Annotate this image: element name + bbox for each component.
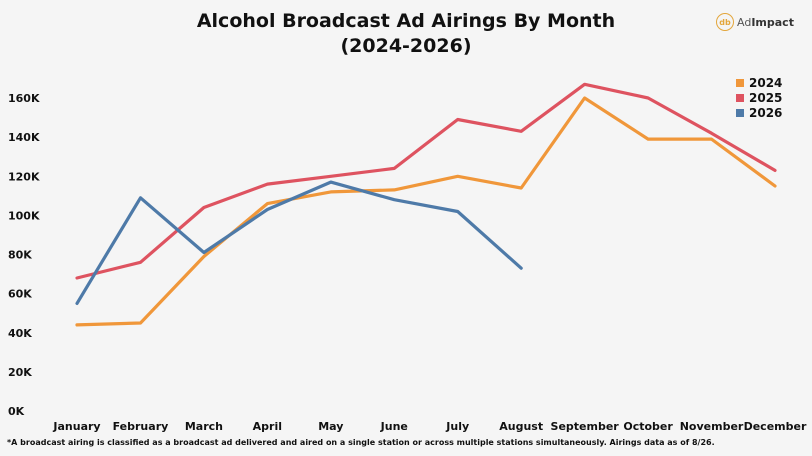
legend-swatch-2026	[736, 109, 744, 117]
y-tick-label: 40K	[8, 327, 32, 340]
adimpact-logo: db AdImpact	[716, 12, 794, 32]
x-tick-label: August	[499, 420, 543, 433]
x-tick-label: February	[113, 420, 169, 433]
chart-title-line1: Alcohol Broadcast Ad Airings By Month	[196, 10, 616, 32]
x-tick-label: June	[380, 420, 408, 433]
legend-label-2025: 2025	[749, 91, 782, 105]
logo-text-suffix: Impact	[751, 15, 794, 29]
x-tick-label: March	[185, 420, 223, 433]
y-tick-label: 140K	[8, 131, 40, 144]
logo-text: AdImpact	[737, 16, 794, 29]
x-tick-label: July	[445, 420, 469, 433]
x-tick-label: April	[253, 420, 282, 433]
y-tick-label: 0K	[8, 405, 25, 418]
chart-title-line2: (2024-2026)	[340, 35, 472, 57]
logo-mark-icon: db	[716, 13, 734, 31]
legend-swatch-2024	[736, 79, 744, 87]
logo-text-prefix: Ad	[737, 15, 752, 29]
y-tick-label: 100K	[8, 209, 40, 222]
y-tick-label: 120K	[8, 170, 40, 183]
x-tick-label: December	[744, 420, 807, 433]
legend-label-2024: 2024	[749, 76, 782, 90]
series-line-2026	[75, 180, 523, 305]
y-tick-label: 20K	[8, 366, 32, 379]
y-tick-label: 60K	[8, 288, 32, 301]
legend-label-2026: 2026	[749, 106, 782, 120]
x-tick-label: October	[623, 420, 673, 433]
x-tick-label: January	[52, 420, 100, 433]
x-tick-label: November	[680, 420, 744, 433]
series-line-2024	[75, 96, 777, 327]
legend-swatch-2025	[736, 94, 744, 102]
x-tick-label: September	[551, 420, 620, 433]
x-tick-label: May	[318, 420, 343, 433]
series-line-2025	[75, 82, 777, 280]
y-tick-label: 160K	[8, 92, 40, 105]
y-tick-label: 80K	[8, 249, 32, 262]
footnote: *A broadcast airing is classified as a b…	[7, 438, 715, 447]
